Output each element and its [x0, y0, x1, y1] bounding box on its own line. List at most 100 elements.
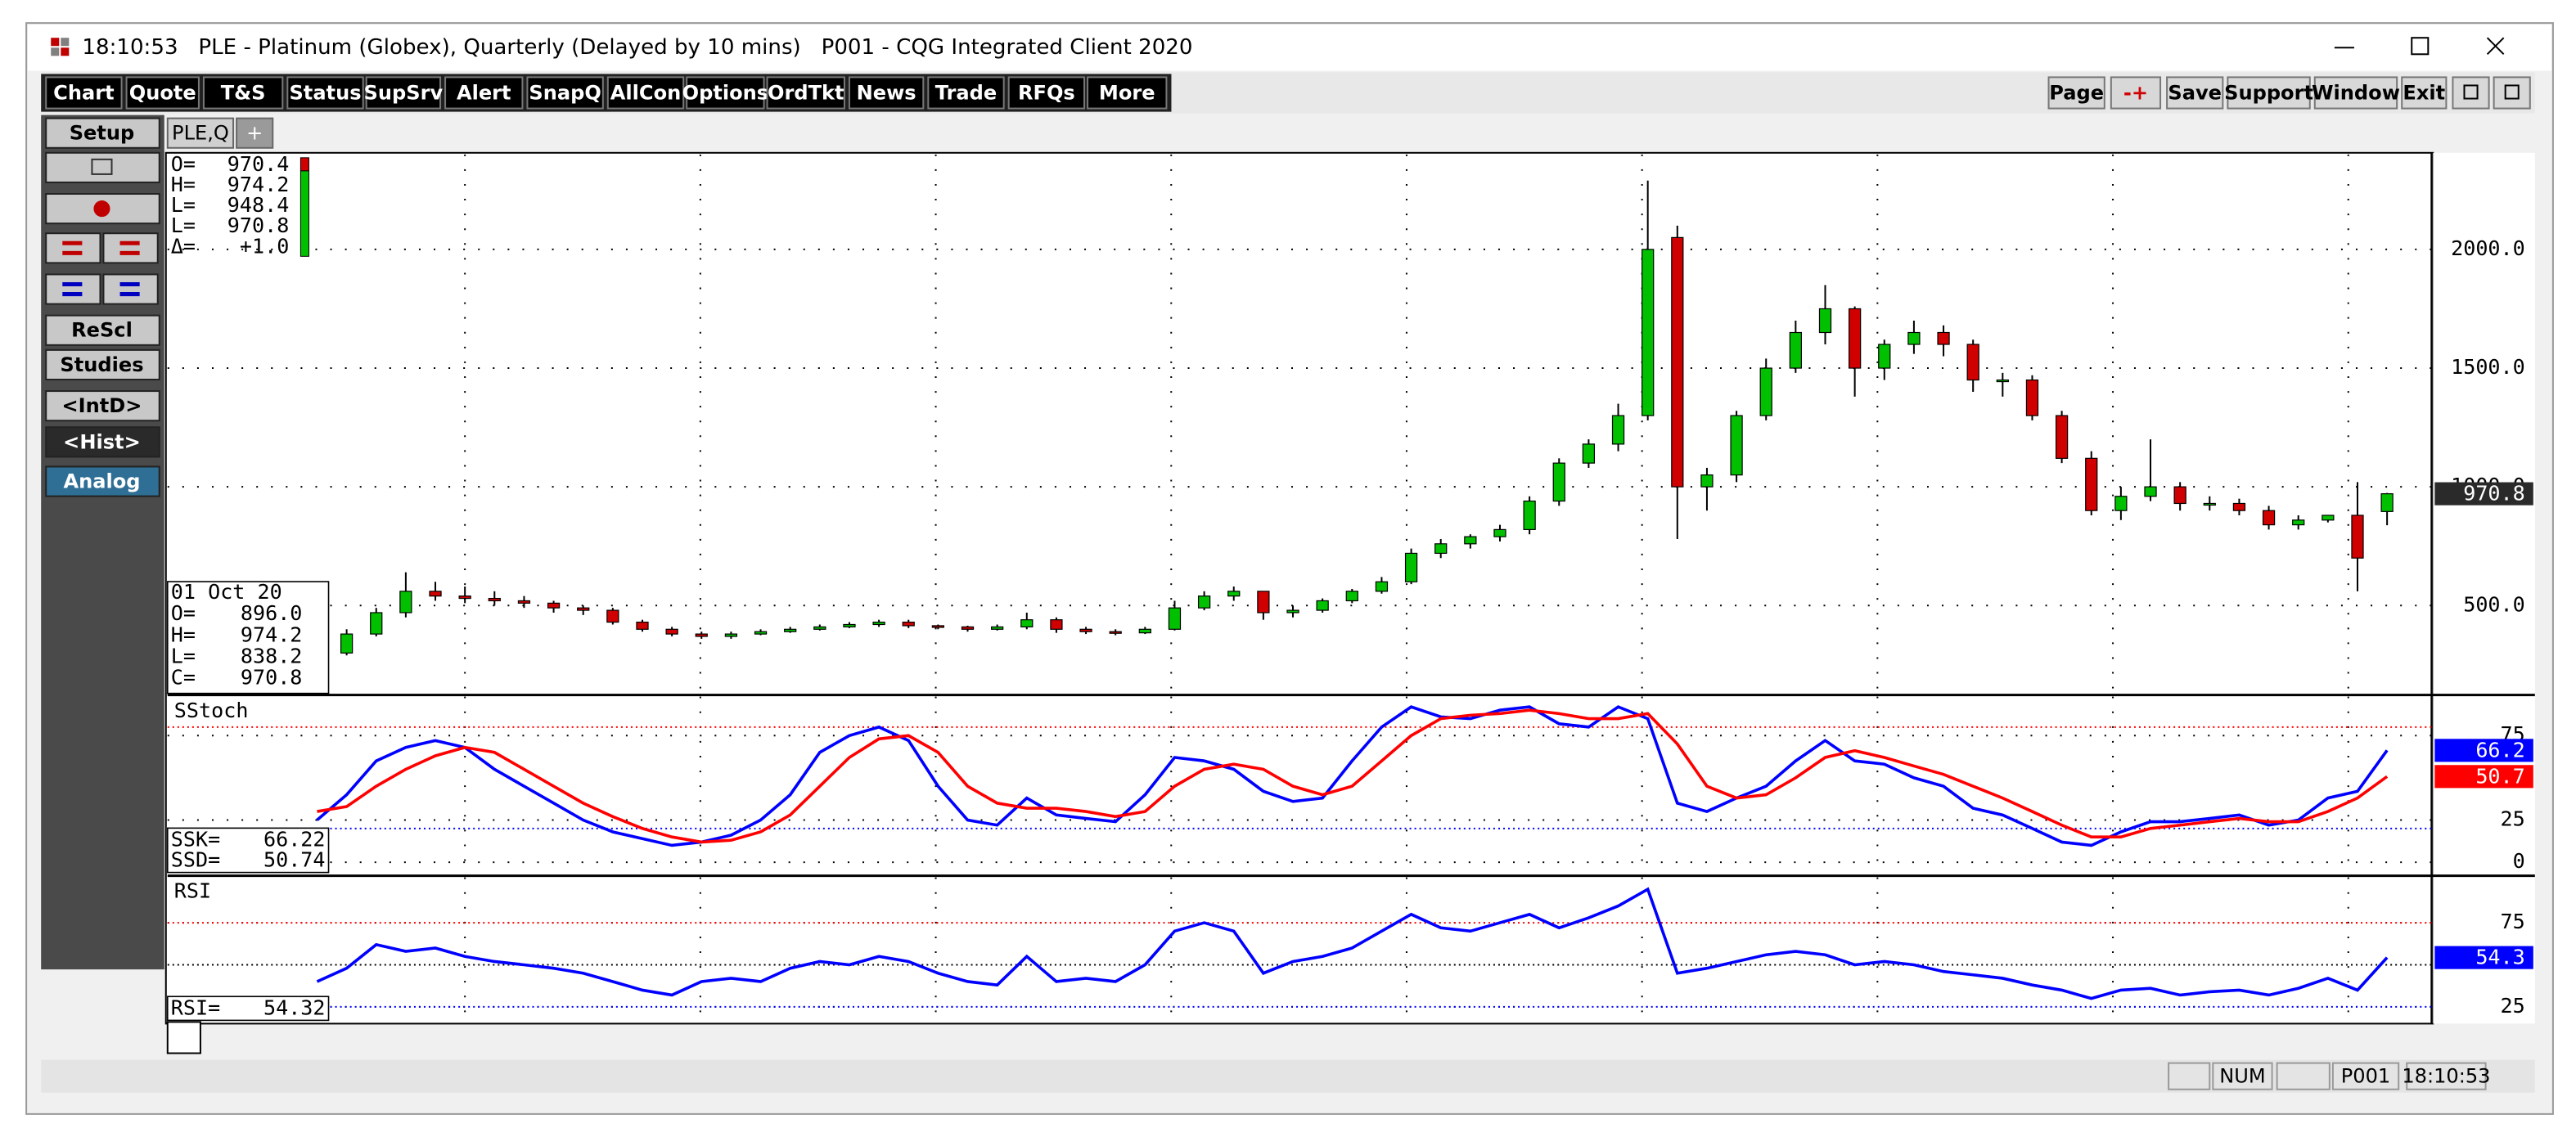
candle-body	[606, 609, 619, 623]
y-tick-label: 2000.0	[2451, 236, 2525, 260]
button-bg	[2313, 76, 2398, 110]
candle-body	[2262, 510, 2276, 526]
candle-body	[1818, 308, 1832, 334]
indicator-line	[316, 887, 2389, 1000]
candle-body	[399, 591, 412, 613]
button-bg	[766, 76, 845, 110]
button-label: Alert	[457, 81, 511, 104]
sidebar-button[interactable]: <Hist>	[45, 426, 160, 458]
readout-value: 50.74	[263, 848, 326, 872]
button-bg	[45, 76, 123, 110]
button-bg	[365, 76, 442, 110]
toolbar-button[interactable]: Alert	[444, 76, 524, 110]
bar-value: 896.0	[241, 601, 303, 625]
candle-body	[1700, 474, 1714, 488]
readout-label: SSD=	[171, 848, 220, 872]
button-label: Save	[2168, 81, 2222, 104]
sidebar-button[interactable]	[45, 193, 160, 225]
sidebar-button[interactable]	[45, 151, 160, 183]
toolbar-button[interactable]: RFQs	[1007, 76, 1086, 110]
button-bg	[45, 465, 160, 497]
sidebar-button[interactable]: Studies	[45, 348, 160, 381]
button-label: <IntD>	[62, 394, 142, 417]
candle-body	[1849, 308, 1862, 369]
chart-tab[interactable]: PLE,Q	[166, 117, 235, 149]
candle-body	[1079, 628, 1092, 632]
toolbar-button[interactable]: Support	[2224, 76, 2313, 110]
button-bg	[125, 76, 200, 110]
toolbar-button[interactable]: Status	[286, 76, 364, 110]
icon-button[interactable]	[2493, 76, 2531, 110]
candle-body	[961, 626, 975, 630]
maximize-button[interactable]	[2411, 37, 2430, 56]
button-bg	[2401, 76, 2448, 110]
toolbar-button[interactable]: Quote	[125, 76, 200, 110]
toolbar-button[interactable]: Options	[682, 76, 768, 110]
toolbar-button[interactable]: AllCon	[606, 76, 685, 110]
readout-value: 66.22	[263, 827, 326, 851]
toolbar-button[interactable]: Trade	[927, 76, 1005, 110]
tab-label: PLE,Q	[172, 122, 229, 145]
tool-button[interactable]	[45, 232, 101, 264]
sidebar-button[interactable]: ReScl	[45, 314, 160, 346]
button-bg	[1007, 76, 1086, 110]
button-bg	[45, 426, 160, 458]
tool-button[interactable]	[102, 273, 159, 305]
bar-date: 01 Oct 20	[171, 580, 282, 604]
candle-body	[429, 591, 442, 597]
candle-body	[2144, 486, 2157, 497]
tool-button[interactable]	[102, 232, 159, 264]
button-label: Chart	[53, 81, 114, 104]
toolbar-button[interactable]: -+	[2110, 76, 2162, 110]
sidebar-button[interactable]: <IntD>	[45, 390, 160, 422]
button-label: Window	[2312, 81, 2400, 104]
button-label: Exit	[2403, 81, 2445, 104]
candle-body	[1404, 552, 1418, 582]
last-value-badge	[2434, 739, 2533, 762]
tool-button[interactable]	[45, 273, 101, 305]
sidebar-button[interactable]: Analog	[45, 465, 160, 497]
candle-body	[547, 602, 561, 609]
bar-label: O=	[171, 601, 196, 625]
toolbar-button[interactable]: Exit	[2401, 76, 2448, 110]
button-bg	[45, 232, 101, 264]
candle-body	[1197, 595, 1211, 609]
candle-body	[1138, 628, 1151, 634]
candle-body	[1878, 344, 1891, 369]
sidebar-button[interactable]: Setup	[45, 117, 160, 149]
toolbar-button[interactable]: OrdTkt	[766, 76, 845, 110]
toolbar-button[interactable]: Window	[2312, 76, 2400, 110]
candle-body	[458, 595, 471, 600]
corner-box	[166, 1021, 201, 1054]
icon-button[interactable]	[2452, 76, 2490, 110]
candle-body	[1375, 581, 1389, 592]
last-price-label: 970.8	[2463, 482, 2525, 506]
button-label: RFQs	[1018, 81, 1075, 104]
chart-tab[interactable]: +	[236, 117, 274, 149]
toolbar-button[interactable]: SupSrv	[364, 76, 444, 110]
candle-body	[1907, 331, 1921, 345]
quote-value: 970.8	[227, 213, 290, 237]
button-label: Options	[682, 81, 768, 104]
toolbar-button[interactable]: News	[848, 76, 925, 110]
quote-label: O=	[171, 152, 196, 176]
last-value-badge	[2434, 946, 2533, 969]
toolbar-button[interactable]: T&S	[202, 76, 284, 110]
y-tick-label: 1500.0	[2451, 355, 2525, 379]
close-button[interactable]	[2486, 37, 2505, 55]
price-axis-area	[2433, 152, 2535, 1024]
candle-body	[991, 626, 1004, 630]
toolbar-button[interactable]: Page	[2047, 76, 2105, 110]
candle-body	[2025, 379, 2039, 416]
candle-body	[1642, 249, 1655, 416]
toolbar-button[interactable]: SnapQ	[526, 76, 604, 110]
bar-value: 974.2	[241, 622, 303, 646]
button-label: Quote	[129, 81, 196, 104]
pane-title: SStoch	[174, 699, 249, 722]
bar-label: H=	[171, 622, 196, 646]
toolbar-button[interactable]: Save	[2166, 76, 2224, 110]
toolbar-button[interactable]: More	[1087, 76, 1168, 110]
toolbar-button[interactable]: Chart	[45, 76, 123, 110]
button-label: Page	[2049, 81, 2104, 104]
